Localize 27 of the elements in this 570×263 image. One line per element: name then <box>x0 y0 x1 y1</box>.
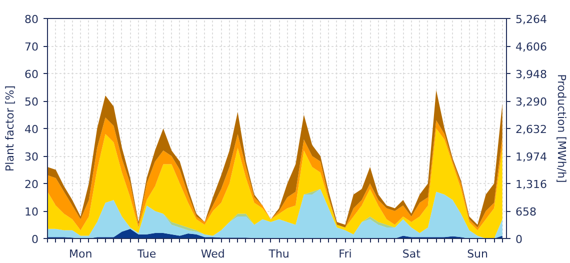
y2-tick-label: 1,974 <box>516 150 547 164</box>
y-tick-label: 0 <box>32 233 38 246</box>
y2-tick-label: 2,632 <box>516 123 547 136</box>
x-tick-label: Tue <box>136 248 156 260</box>
x-tick-label: Mon <box>68 248 92 260</box>
y2-tick-label: 3,948 <box>516 68 547 81</box>
y-tick-label: 80 <box>24 13 39 26</box>
x-tick-label: Thu <box>268 248 290 260</box>
x-tick-label: Sun <box>467 248 488 260</box>
y2-tick-label: 0 <box>516 233 522 246</box>
x-tick-label: Sat <box>402 248 422 260</box>
y2-tick-label: 4,606 <box>516 40 547 54</box>
y2-tick-label: 5,264 <box>516 13 547 26</box>
y2-axis-title: Production [MWh/h] <box>554 74 568 183</box>
y2-tick-label: 1,316 <box>516 178 547 191</box>
x-tick-label: Fri <box>338 248 352 260</box>
y-tick-label: 30 <box>24 150 39 164</box>
y-tick-label: 50 <box>24 96 39 108</box>
y-axis-title: Plant factor [%] <box>4 86 17 172</box>
y2-tick-label: 658 <box>516 206 536 218</box>
x-tick-label: Wed <box>200 248 225 260</box>
y-tick-label: 70 <box>24 40 39 54</box>
y-tick-label: 60 <box>24 68 39 81</box>
y-tick-label: 20 <box>24 178 39 191</box>
y-tick-label: 40 <box>24 123 39 136</box>
y2-tick-label: 3,290 <box>516 96 547 108</box>
y-tick-label: 10 <box>24 206 39 218</box>
